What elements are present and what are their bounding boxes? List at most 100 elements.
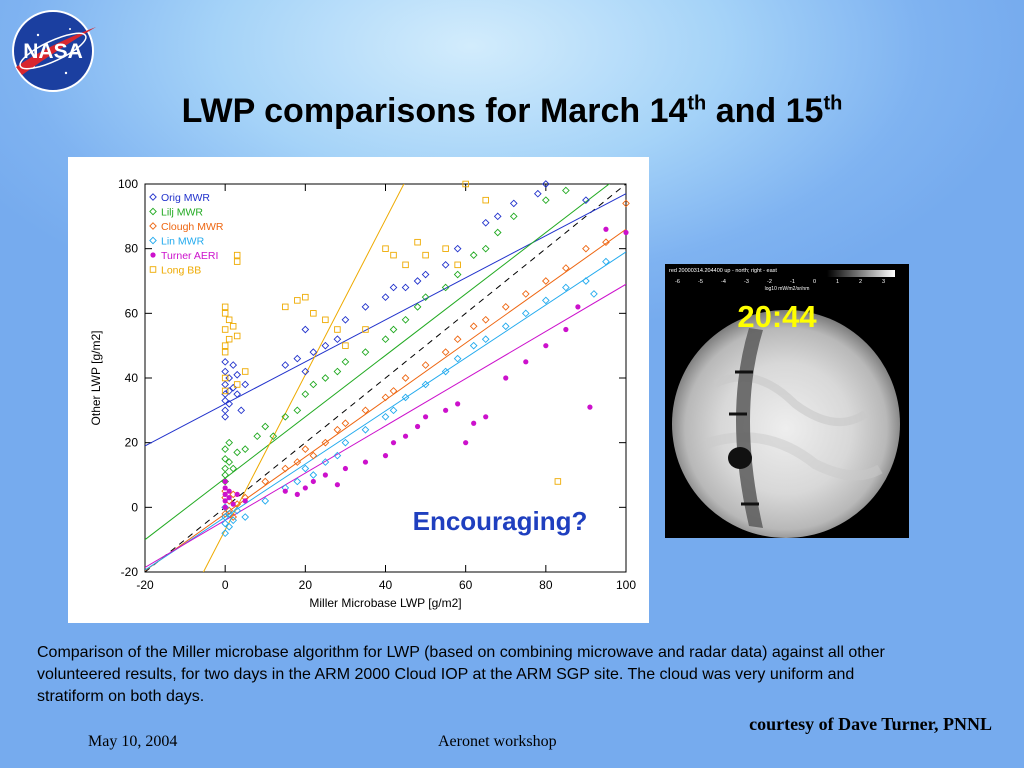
y-tick-label: 0 bbox=[131, 500, 138, 514]
y-tick-label: -20 bbox=[121, 565, 139, 579]
data-point bbox=[221, 529, 230, 538]
data-point bbox=[301, 325, 310, 334]
data-point bbox=[293, 406, 302, 415]
data-point bbox=[321, 458, 330, 466]
data-point bbox=[282, 488, 288, 494]
data-point bbox=[582, 196, 590, 205]
data-point bbox=[342, 342, 349, 349]
data-point bbox=[521, 309, 530, 318]
sky-header-text: red 20000314.204400 up - north; right - … bbox=[669, 268, 777, 274]
x-tick-label: -20 bbox=[136, 578, 154, 592]
data-point bbox=[453, 335, 462, 344]
data-point bbox=[221, 406, 230, 415]
data-point bbox=[221, 445, 230, 453]
data-point bbox=[310, 310, 317, 317]
data-point bbox=[225, 438, 234, 447]
data-point bbox=[221, 380, 230, 389]
data-point bbox=[241, 513, 250, 521]
data-point bbox=[543, 343, 549, 349]
data-point bbox=[482, 196, 489, 204]
data-point bbox=[381, 293, 390, 302]
sky-scale-tick: -5 bbox=[698, 279, 703, 285]
data-point bbox=[413, 277, 422, 285]
y-tick-label: 20 bbox=[125, 436, 139, 450]
data-point bbox=[222, 498, 228, 504]
data-point bbox=[221, 412, 230, 421]
legend-marker bbox=[149, 193, 157, 201]
data-point bbox=[361, 406, 370, 415]
data-point bbox=[469, 341, 478, 350]
legend-label: Lilj MWR bbox=[161, 207, 203, 219]
data-point bbox=[587, 404, 593, 410]
data-point bbox=[301, 367, 310, 376]
sky-time-label: 20:44 bbox=[737, 299, 817, 334]
data-point bbox=[269, 432, 278, 441]
legend-label: Turner AERI bbox=[161, 250, 218, 262]
data-point bbox=[225, 387, 234, 395]
data-point bbox=[381, 335, 390, 344]
data-point bbox=[562, 283, 570, 292]
data-point bbox=[401, 374, 410, 382]
x-tick-label: 100 bbox=[616, 578, 636, 592]
data-point bbox=[575, 304, 581, 310]
data-point bbox=[361, 303, 370, 311]
data-point bbox=[281, 412, 290, 421]
slide-caption: Comparison of the Miller microbase algor… bbox=[37, 644, 885, 705]
legend-marker bbox=[149, 266, 157, 273]
data-point bbox=[301, 390, 310, 399]
data-point bbox=[229, 513, 238, 521]
data-point bbox=[221, 396, 230, 405]
data-point bbox=[221, 342, 229, 349]
data-point bbox=[390, 440, 397, 446]
data-point bbox=[281, 361, 290, 369]
data-point bbox=[342, 465, 349, 472]
data-point bbox=[501, 322, 510, 331]
data-point bbox=[221, 326, 229, 333]
data-point bbox=[221, 513, 230, 521]
data-point bbox=[362, 326, 369, 333]
data-point bbox=[453, 244, 462, 253]
data-point bbox=[389, 387, 398, 395]
data-point bbox=[233, 251, 241, 259]
data-point bbox=[469, 251, 478, 259]
sky-scale-tick: -4 bbox=[721, 279, 726, 285]
data-point bbox=[455, 401, 461, 407]
data-point bbox=[301, 464, 310, 473]
data-point bbox=[293, 477, 302, 486]
data-point bbox=[237, 406, 246, 415]
data-point bbox=[421, 361, 430, 369]
data-point bbox=[602, 238, 610, 247]
data-point bbox=[509, 199, 518, 208]
data-point bbox=[509, 212, 518, 221]
chart-svg: -20 0 20 40 60 80 100 -20 0 20 40 60 80 100 Miller Mic… bbox=[89, 177, 636, 610]
data-point bbox=[441, 367, 450, 376]
data-point bbox=[229, 516, 238, 525]
legend-marker bbox=[149, 207, 157, 216]
data-point bbox=[229, 464, 238, 473]
data-point bbox=[226, 488, 232, 494]
data-point bbox=[310, 478, 316, 485]
legend-label: Orig MWR bbox=[161, 192, 210, 204]
legend-label: Lin MWR bbox=[161, 236, 205, 248]
data-point bbox=[562, 186, 570, 195]
data-point bbox=[541, 277, 550, 285]
legend-marker bbox=[150, 252, 156, 258]
y-axis-label: Other LWP [g/m2] bbox=[89, 331, 103, 426]
data-point bbox=[321, 341, 330, 350]
data-point bbox=[293, 458, 302, 466]
data-point bbox=[221, 348, 229, 356]
data-point bbox=[333, 425, 342, 434]
x-tick-label: 80 bbox=[539, 578, 553, 592]
data-point bbox=[389, 325, 398, 334]
data-point bbox=[281, 464, 290, 473]
data-point bbox=[233, 258, 241, 265]
data-point bbox=[361, 425, 370, 434]
data-point bbox=[293, 354, 302, 363]
data-point bbox=[414, 238, 421, 246]
data-point bbox=[533, 189, 542, 198]
data-point bbox=[294, 297, 301, 304]
data-point bbox=[402, 261, 409, 269]
data-point bbox=[225, 509, 234, 518]
sky-scale-tick: 3 bbox=[882, 279, 885, 285]
data-point bbox=[401, 393, 410, 402]
